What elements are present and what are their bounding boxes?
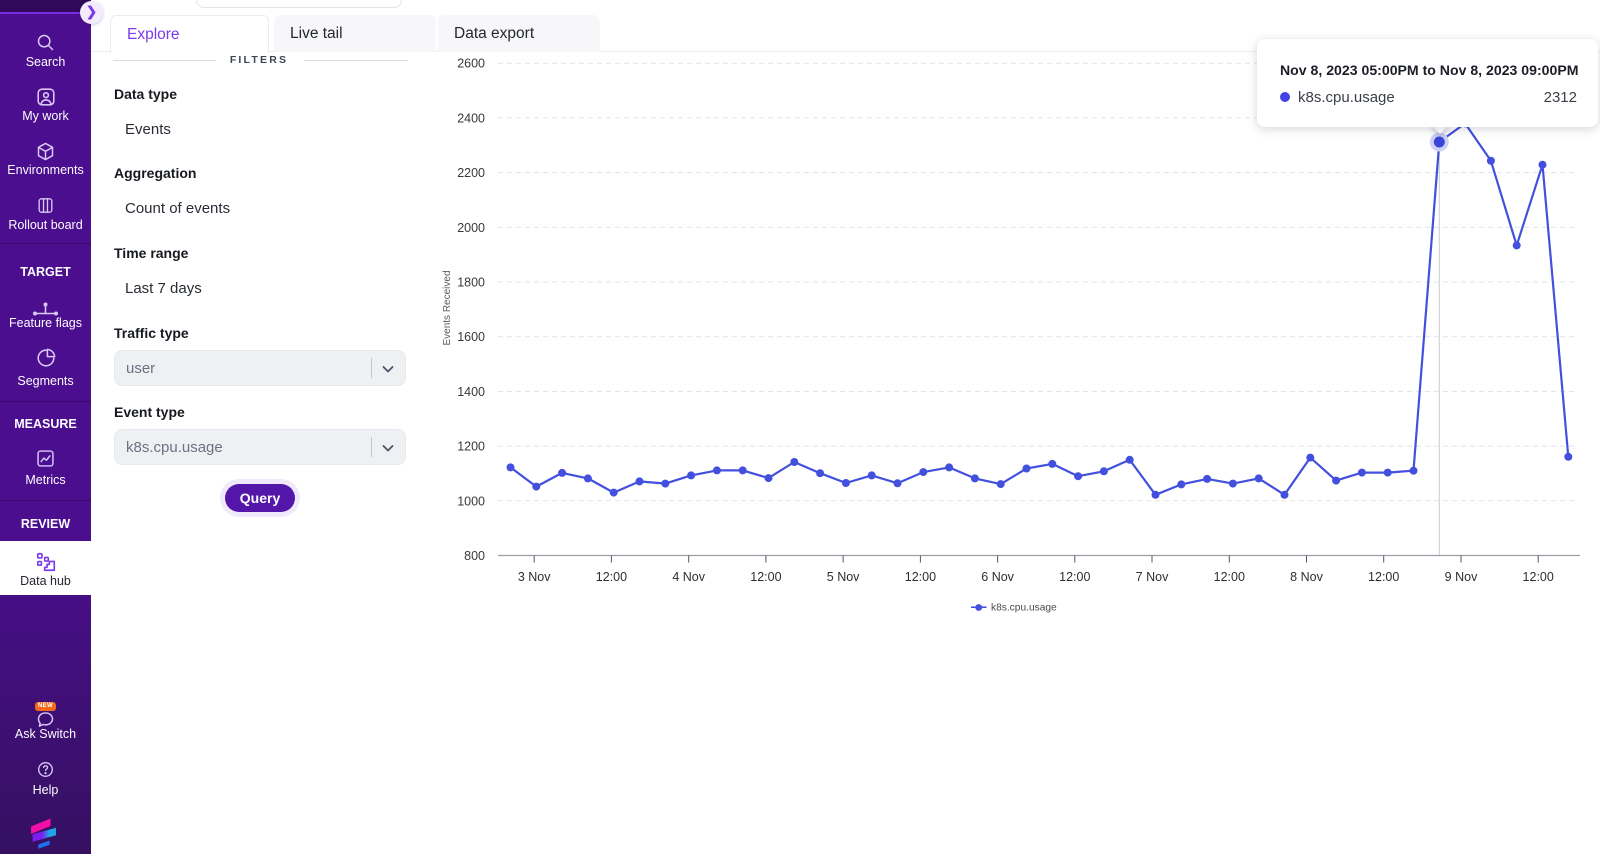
svg-text:2400: 2400: [457, 111, 485, 125]
svg-text:12:00: 12:00: [1059, 570, 1090, 584]
svg-text:3 Nov: 3 Nov: [518, 570, 551, 584]
svg-text:12:00: 12:00: [905, 570, 936, 584]
svg-text:12:00: 12:00: [1523, 570, 1554, 584]
svg-text:2000: 2000: [457, 221, 485, 235]
svg-text:1000: 1000: [457, 494, 485, 508]
svg-text:1200: 1200: [457, 440, 485, 454]
svg-text:2600: 2600: [457, 57, 485, 71]
svg-text:12:00: 12:00: [1368, 570, 1399, 584]
svg-text:7 Nov: 7 Nov: [1136, 570, 1169, 584]
svg-text:Events Received: Events Received: [442, 270, 453, 345]
svg-text:8 Nov: 8 Nov: [1290, 570, 1323, 584]
svg-text:5 Nov: 5 Nov: [827, 570, 860, 584]
svg-text:2200: 2200: [457, 166, 485, 180]
svg-text:1800: 1800: [457, 276, 485, 290]
svg-text:1400: 1400: [457, 385, 485, 399]
svg-text:6 Nov: 6 Nov: [981, 570, 1014, 584]
svg-text:12:00: 12:00: [750, 570, 781, 584]
svg-text:12:00: 12:00: [1214, 570, 1245, 584]
svg-text:12:00: 12:00: [596, 570, 627, 584]
svg-text:4 Nov: 4 Nov: [672, 570, 705, 584]
svg-text:1600: 1600: [457, 330, 485, 344]
svg-text:k8s.cpu.usage: k8s.cpu.usage: [991, 603, 1057, 614]
svg-text:9 Nov: 9 Nov: [1445, 570, 1478, 584]
svg-text:800: 800: [464, 549, 485, 563]
